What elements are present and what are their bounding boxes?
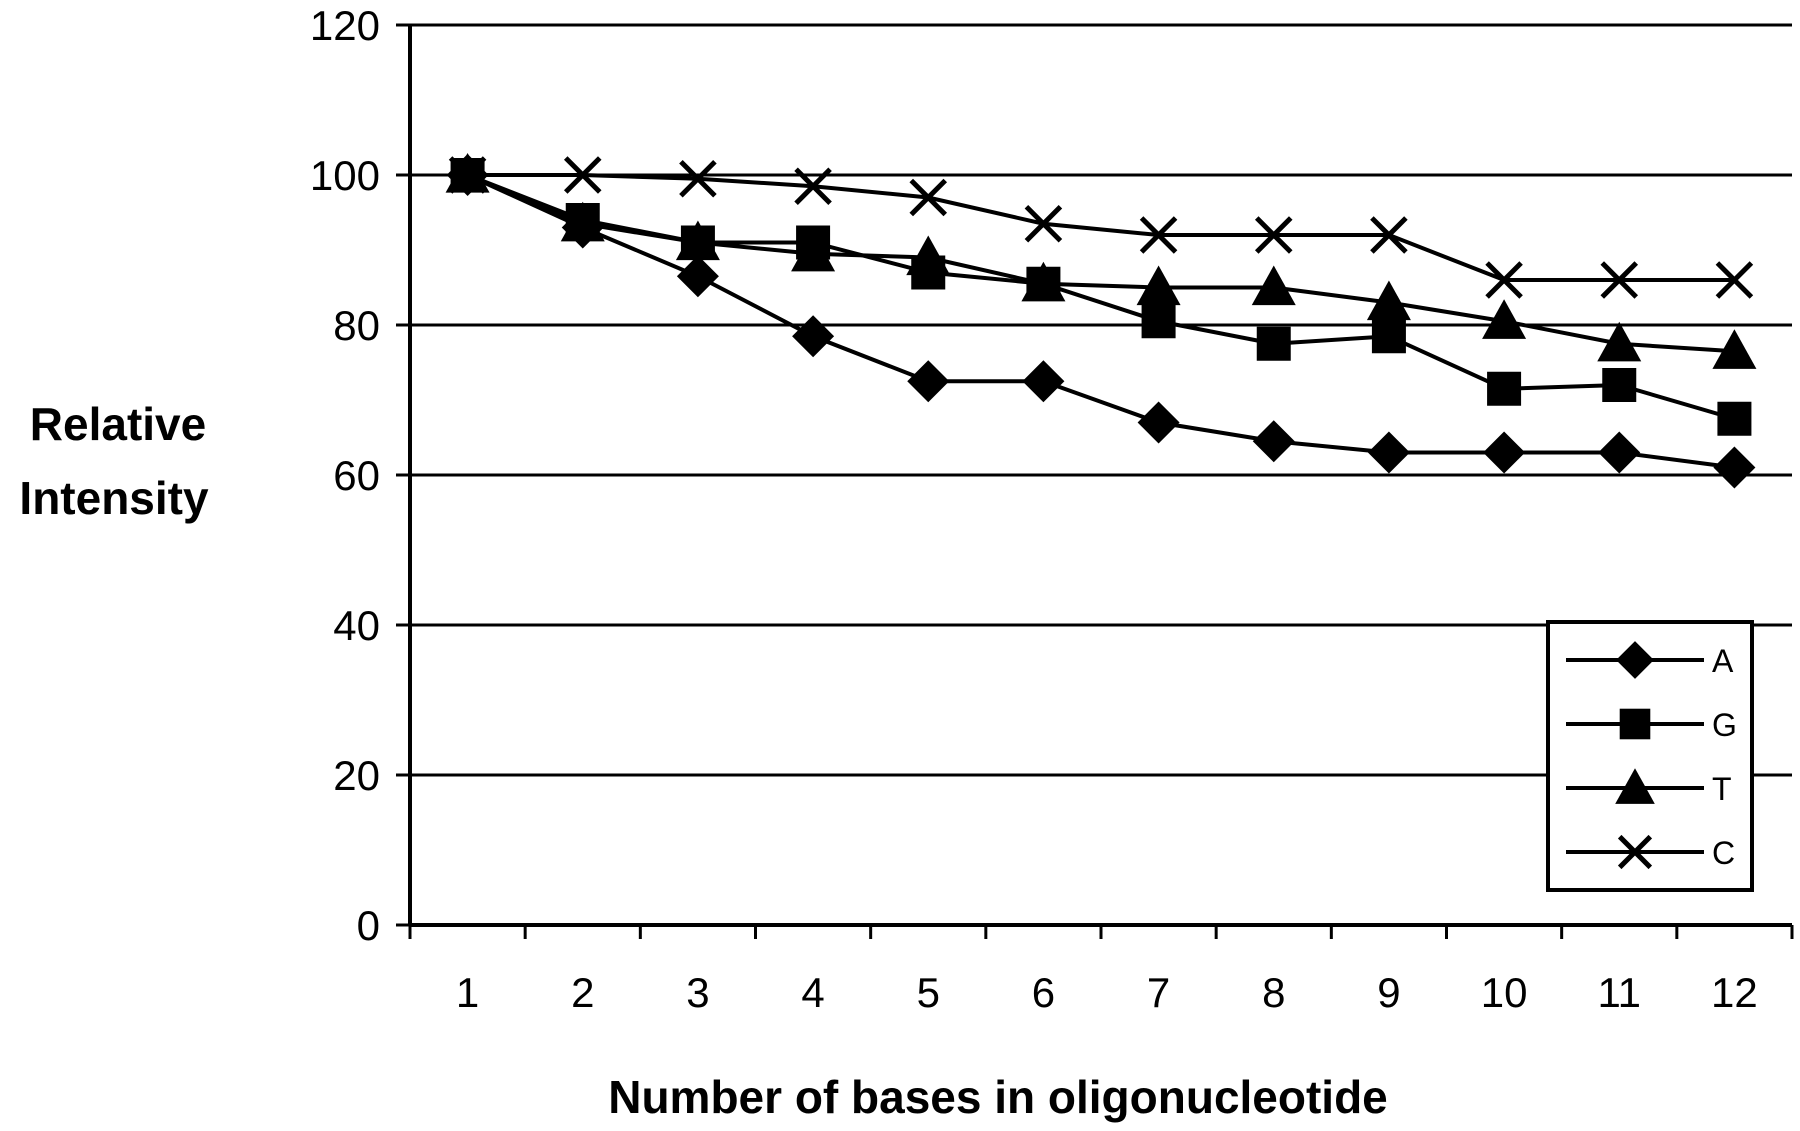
y-tick-label-40: 40: [333, 602, 380, 649]
point-G-7: [1141, 304, 1176, 339]
point-T-4: [791, 231, 836, 272]
point-A-4: [792, 315, 835, 358]
point-A-9: [1367, 431, 1410, 474]
axes: [396, 23, 1794, 939]
point-T-12: [1712, 329, 1757, 369]
legend-box: [1546, 620, 1754, 892]
x-tick-label-2: 2: [571, 969, 594, 1016]
point-A-5: [907, 360, 950, 403]
series-line-G: [466, 173, 1735, 421]
series-T: [445, 153, 1757, 369]
legend-item-A: A: [1566, 641, 1734, 679]
point-C-6: [1024, 204, 1063, 243]
point-C-10: [1485, 261, 1523, 299]
x-tick-label-10: 10: [1481, 969, 1528, 1016]
point-T-6: [1021, 261, 1066, 302]
point-C-9: [1370, 216, 1408, 254]
point-T-3: [675, 220, 720, 261]
y-axis-title-line-1: Relative: [30, 398, 206, 450]
point-A-11: [1598, 431, 1641, 474]
series-C: [448, 156, 1754, 299]
legend-label-C: C: [1712, 835, 1735, 871]
point-G-9: [1371, 319, 1406, 354]
point-T-5: [906, 235, 951, 276]
x-tick-labels: 1 2 3 4 5 6 7 8 9 10 11 12: [456, 969, 1758, 1016]
point-C-2: [563, 156, 602, 194]
y-tick-label-60: 60: [333, 452, 380, 499]
point-C-3: [679, 159, 717, 198]
point-G-8: [1256, 326, 1291, 361]
x-tick-label-7: 7: [1147, 969, 1170, 1016]
point-C-11: [1600, 261, 1639, 299]
point-T-7: [1136, 265, 1181, 306]
point-G-10: [1487, 371, 1522, 406]
point-A-8: [1252, 420, 1295, 463]
point-C-12: [1715, 261, 1754, 299]
x-tick-label-1: 1: [456, 969, 479, 1016]
x-tick-label-12: 12: [1711, 969, 1758, 1016]
legend-label-T: T: [1712, 771, 1732, 807]
y-tick-label-120: 120: [310, 2, 380, 49]
y-tick-label-20: 20: [333, 752, 380, 799]
y-tick-label-0: 0: [357, 902, 380, 949]
series-line-C: [467, 173, 1735, 282]
x-tick-label-6: 6: [1032, 969, 1055, 1016]
x-tick-label-4: 4: [801, 969, 824, 1016]
x-tick-label-9: 9: [1377, 969, 1400, 1016]
legend-item-G: G: [1566, 707, 1737, 743]
point-C-7: [1139, 216, 1178, 254]
legend-label-G: G: [1712, 707, 1737, 743]
legend-label-A: A: [1712, 643, 1734, 679]
x-axis-title: Number of bases in oligonucleotide: [608, 1071, 1388, 1123]
point-G-11: [1602, 368, 1637, 402]
point-T-2: [560, 201, 605, 242]
point-A-7: [1137, 401, 1180, 444]
legend-marker-G: [1619, 708, 1651, 740]
x-tick-label-3: 3: [686, 969, 709, 1016]
point-T-11: [1597, 321, 1642, 362]
series-line-T: [466, 173, 1735, 354]
y-tick-label-80: 80: [333, 302, 380, 349]
x-tick-label-5: 5: [917, 969, 940, 1016]
point-A-6: [1022, 360, 1065, 403]
point-C-8: [1254, 216, 1293, 254]
series-line-A: [466, 173, 1735, 470]
point-C-1: [448, 156, 487, 194]
y-tick-labels: 0 20 40 60 80 100 120: [310, 2, 380, 949]
x-tick-label-11: 11: [1597, 969, 1641, 1016]
legend-item-C: C: [1566, 834, 1735, 871]
point-C-5: [909, 178, 948, 217]
x-tick-label-8: 8: [1262, 969, 1285, 1016]
legend-marker-C: [1617, 834, 1653, 870]
point-C-4: [794, 167, 832, 206]
point-G-12: [1717, 401, 1752, 436]
legend-marker-A: [1616, 641, 1654, 679]
series-A: [446, 154, 1756, 489]
point-A-12: [1713, 446, 1756, 489]
point-A-10: [1483, 431, 1526, 474]
point-A-3: [676, 255, 719, 298]
legend-marker-T: [1615, 768, 1655, 804]
y-tick-label-100: 100: [310, 152, 380, 199]
y-axis-title-line-2: Intensity: [19, 472, 209, 524]
point-T-8: [1251, 265, 1296, 306]
series: [445, 153, 1757, 489]
series-G: [450, 158, 1752, 436]
point-T-10: [1482, 299, 1527, 339]
point-T-9: [1366, 280, 1411, 321]
legend-item-T: T: [1566, 768, 1732, 807]
